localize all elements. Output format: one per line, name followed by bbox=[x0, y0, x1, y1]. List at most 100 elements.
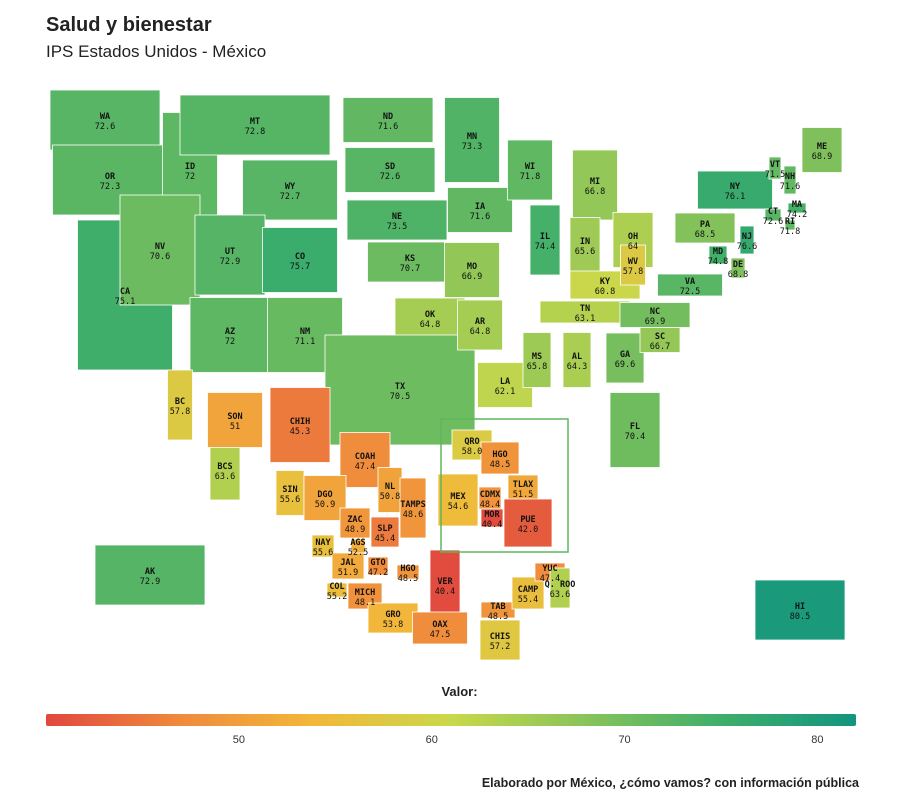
region-gto bbox=[367, 556, 389, 576]
region-chis bbox=[479, 619, 521, 661]
region-wy bbox=[242, 159, 338, 221]
region-label-id: ID 72 bbox=[185, 162, 195, 182]
region-label-tn: TN 63.1 bbox=[575, 304, 595, 324]
region-shapes bbox=[49, 89, 846, 661]
region-ct bbox=[764, 208, 782, 222]
region-label-md: MD 74.8 bbox=[708, 247, 728, 267]
region-label-tlax: TLAX 51.5 bbox=[513, 480, 533, 500]
region-hi bbox=[754, 579, 846, 641]
region-label-ne: NE 73.5 bbox=[387, 212, 407, 232]
region-label-co: CO 75.7 bbox=[290, 252, 310, 272]
region-nv bbox=[119, 194, 201, 306]
region-label-vt: VT 71.5 bbox=[765, 160, 785, 180]
region-gro bbox=[367, 602, 419, 634]
region-label-wa: WA 72.6 bbox=[95, 112, 115, 132]
region-ms bbox=[522, 332, 552, 388]
region-label-wy: WY 72.7 bbox=[280, 182, 300, 202]
region-label-col: COL 55.2 bbox=[327, 582, 347, 602]
region-label-ga: GA 69.6 bbox=[615, 350, 635, 370]
region-label-nh: NH 71.6 bbox=[780, 172, 800, 192]
region-label-tx: TX 70.5 bbox=[390, 382, 410, 402]
region-label-ia: IA 71.6 bbox=[470, 202, 490, 222]
region-mi bbox=[572, 149, 618, 221]
region-label-jal: JAL 51.9 bbox=[338, 558, 358, 578]
region-zac bbox=[339, 507, 371, 539]
region-label-bcs: BCS 63.6 bbox=[215, 462, 235, 482]
region-pue bbox=[503, 498, 553, 548]
region-nc bbox=[619, 302, 691, 328]
region-mex bbox=[437, 473, 479, 527]
region-label-yuc: YUC 47.4 bbox=[540, 564, 560, 584]
region-nd bbox=[342, 97, 434, 143]
region-label-wi: WI 71.8 bbox=[520, 162, 540, 182]
region-label-pue: PUE 42.0 bbox=[518, 515, 538, 535]
region-camp bbox=[511, 576, 545, 610]
region-label-ar: AR 64.8 bbox=[470, 317, 490, 337]
region-label-sd: SD 72.6 bbox=[380, 162, 400, 182]
region-label-fl: FL 70.4 bbox=[625, 422, 645, 442]
region-label-gto: GTO 47.2 bbox=[368, 558, 388, 578]
region-mo bbox=[444, 242, 500, 298]
region-az bbox=[189, 297, 271, 373]
region-label-nd: ND 71.6 bbox=[378, 112, 398, 132]
region-jal bbox=[331, 552, 365, 580]
region-label-va: VA 72.5 bbox=[680, 277, 700, 297]
region-bc bbox=[167, 369, 193, 441]
region-label-chih: CHIH 45.3 bbox=[290, 417, 310, 437]
region-hgo bbox=[480, 441, 520, 475]
region-label-ky: KY 60.8 bbox=[595, 277, 615, 297]
region-label-ags: AGS 52.5 bbox=[348, 538, 368, 558]
region-label-pa: PA 68.5 bbox=[695, 220, 715, 240]
region-label-mor: MOR 40.4 bbox=[482, 510, 502, 530]
region-ne bbox=[346, 199, 448, 241]
region-label-ks: KS 70.7 bbox=[400, 254, 420, 274]
region-ny bbox=[697, 170, 773, 210]
region-label-az: AZ 72 bbox=[225, 327, 235, 347]
region-label-nl: NL 50.8 bbox=[380, 482, 400, 502]
region-il bbox=[529, 204, 561, 276]
region-al bbox=[562, 332, 592, 388]
region-label-coah: COAH 47.4 bbox=[355, 452, 375, 472]
region-va bbox=[657, 273, 723, 297]
region-label-ms: MS 65.8 bbox=[527, 352, 547, 372]
region-label-in: IN 65.6 bbox=[575, 237, 595, 257]
region-chih bbox=[269, 387, 331, 463]
region-nj bbox=[739, 225, 755, 255]
region-label-gro: GRO 53.8 bbox=[383, 610, 403, 630]
region-label-nm: NM 71.1 bbox=[295, 327, 315, 347]
region-ma bbox=[787, 202, 807, 214]
region-label-al: AL 64.3 bbox=[567, 352, 587, 372]
region-label-wv: WV 57.8 bbox=[623, 257, 643, 277]
region-ia bbox=[447, 187, 513, 233]
region-label-dgo: DGO 50.9 bbox=[315, 490, 335, 510]
region-mn bbox=[444, 97, 500, 183]
region-label-bc: BC 57.8 bbox=[170, 397, 190, 417]
region-tab bbox=[480, 601, 516, 619]
region-co bbox=[262, 227, 338, 293]
region-label-zac: ZAC 48.9 bbox=[345, 515, 365, 535]
region-label-me: ME 68.9 bbox=[812, 142, 832, 162]
region-label-ak: AK 72.9 bbox=[140, 567, 160, 587]
region-label-nc: NC 69.9 bbox=[645, 307, 665, 327]
region-label-mich: MICH 48.1 bbox=[355, 588, 375, 608]
region-label-tab: TAB 48.5 bbox=[488, 602, 508, 622]
region-label-hgo: HGO 48.5 bbox=[398, 564, 418, 584]
region-label-nay: NAY 55.6 bbox=[313, 538, 333, 558]
region-qroo bbox=[549, 567, 571, 609]
region-label-nv: NV 70.6 bbox=[150, 242, 170, 262]
region-fl bbox=[609, 392, 661, 468]
region-label-hi: HI 80.5 bbox=[790, 602, 810, 622]
region-label-qro: QRO 58.0 bbox=[462, 437, 482, 457]
region-hgo bbox=[396, 564, 420, 580]
region-de bbox=[730, 257, 746, 279]
region-label-ca: CA 75.1 bbox=[115, 287, 135, 307]
region-in bbox=[569, 217, 601, 273]
region-me bbox=[801, 127, 843, 173]
region-wa bbox=[49, 89, 161, 151]
region-wi bbox=[507, 139, 553, 201]
region-bcs bbox=[209, 439, 241, 501]
region-label-mex: MEX 54.6 bbox=[448, 492, 468, 512]
region-label-chis: CHIS 57.2 bbox=[490, 632, 510, 652]
region-label-sc: SC 66.7 bbox=[650, 332, 670, 352]
region-label-camp: CAMP 55.4 bbox=[518, 585, 538, 605]
